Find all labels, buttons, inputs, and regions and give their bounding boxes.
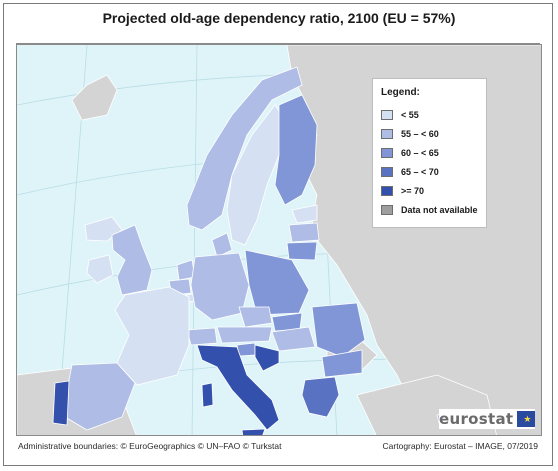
legend-swatch xyxy=(381,205,393,215)
country-portugal xyxy=(52,380,70,426)
greenland-edge xyxy=(71,74,118,121)
legend-swatch xyxy=(381,129,393,139)
legend-item: 55 – < 60 xyxy=(381,128,439,140)
country-switzerland xyxy=(186,327,218,346)
legend-swatch xyxy=(381,167,393,177)
region-sardinia xyxy=(201,382,214,408)
region-sicily xyxy=(241,428,266,435)
map-figure: Projected old-age dependency ratio, 2100… xyxy=(3,3,553,466)
country-estonia xyxy=(291,204,318,224)
legend: Legend: < 55 55 – < 60 60 – < 65 65 – < 70 >… xyxy=(372,78,487,228)
country-norway xyxy=(186,66,303,231)
legend-label: 55 – < 60 xyxy=(401,129,439,139)
legend-title: Legend: xyxy=(381,87,420,98)
countries xyxy=(52,66,458,435)
country-france xyxy=(114,286,190,386)
country-uk xyxy=(111,224,153,296)
country-denmark xyxy=(211,232,233,258)
legend-label: < 55 xyxy=(401,110,419,120)
country-croatia xyxy=(254,344,280,372)
legend-item: Data not available xyxy=(381,204,478,216)
map-title: Projected old-age dependency ratio, 2100… xyxy=(102,10,456,26)
map-area: Legend: < 55 55 – < 60 60 – < 65 65 – < 70 >… xyxy=(16,44,542,436)
country-bulgaria xyxy=(321,349,363,378)
legend-label: 60 – < 65 xyxy=(401,148,439,158)
country-czechia xyxy=(238,306,273,328)
legend-label: 65 – < 70 xyxy=(401,167,439,177)
eurostat-logo: eurostat ★ xyxy=(439,409,535,429)
logo-wordmark: eurostat xyxy=(439,410,514,428)
legend-label: >= 70 xyxy=(401,186,425,196)
country-finland xyxy=(274,94,318,206)
footer-cartography: Cartography: Eurostat – IMAGE, 07/2019 xyxy=(382,441,538,451)
legend-swatch xyxy=(381,148,393,158)
country-latvia xyxy=(288,222,320,243)
country-germany xyxy=(190,252,250,321)
country-hungary xyxy=(271,326,316,352)
country-italy xyxy=(196,344,280,431)
country-greece xyxy=(301,376,340,418)
legend-item: >= 70 xyxy=(381,185,424,197)
legend-label: Data not available xyxy=(401,205,478,215)
legend-swatch xyxy=(381,186,393,196)
country-sweden xyxy=(226,104,286,246)
title-divider xyxy=(16,43,540,44)
legend-item: 65 – < 70 xyxy=(381,166,439,178)
footer-boundaries: Administrative boundaries: © EuroGeograp… xyxy=(18,441,282,451)
legend-swatch xyxy=(381,110,393,120)
country-austria xyxy=(216,326,273,344)
country-lithuania xyxy=(286,241,318,261)
legend-item: 60 – < 65 xyxy=(381,147,439,159)
legend-item: < 55 xyxy=(381,109,419,121)
eu-flag-icon: ★ xyxy=(517,411,535,427)
country-ireland xyxy=(86,254,114,284)
country-romania xyxy=(311,302,366,358)
